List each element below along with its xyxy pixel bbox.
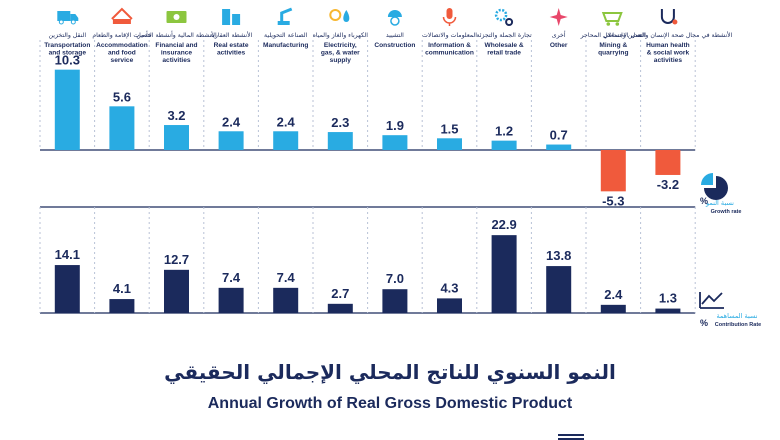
growth-bar[interactable] xyxy=(491,140,517,150)
contribution-bar[interactable] xyxy=(491,235,517,313)
pie-chart-icon xyxy=(704,176,728,200)
category-label: Wholesale & retail trade xyxy=(484,42,523,57)
growth-bar[interactable] xyxy=(600,150,626,192)
category-label: Electricity, gas, & water supply xyxy=(321,42,360,64)
category-label-arabic: الأنشطة العقارية xyxy=(210,31,253,39)
gears-icon xyxy=(494,8,514,26)
category-label: Financial and insurance activities xyxy=(155,42,197,64)
growth-bar[interactable] xyxy=(218,131,244,150)
legend-growth-unit: % xyxy=(700,196,708,206)
contribution-value-label: 2.7 xyxy=(331,286,349,301)
hotel-icon xyxy=(111,7,133,24)
growth-bar[interactable] xyxy=(109,106,135,150)
contribution-value-label: 12.7 xyxy=(164,252,189,267)
category-label-arabic: التشييد xyxy=(386,32,404,39)
contribution-value-label: 22.9 xyxy=(491,217,516,232)
category-label-arabic: المعلومات والاتصالات xyxy=(422,32,477,39)
category-label: Accommodation and food service xyxy=(96,42,148,64)
legend-growth-label: Growth rate xyxy=(711,209,742,215)
contribution-bar[interactable] xyxy=(382,289,408,313)
pie-chart-slice xyxy=(701,173,713,185)
growth-value-label: 2.4 xyxy=(277,114,296,129)
contribution-value-label: 7.4 xyxy=(277,270,296,285)
chart-title: Annual Growth of Real Gross Domestic Pro… xyxy=(207,395,573,412)
star-icon xyxy=(549,8,568,26)
title-underline-decoration xyxy=(558,434,584,440)
growth-bar[interactable] xyxy=(382,135,408,150)
category-label-arabic: الكهرباء والغاز والمياه xyxy=(313,32,369,39)
robot-arm-icon xyxy=(277,7,293,25)
contribution-bar[interactable] xyxy=(218,287,244,313)
category-label-arabic: أخرى xyxy=(552,30,566,39)
stethoscope-icon xyxy=(660,9,678,25)
growth-value-label: 3.2 xyxy=(167,108,185,123)
microphone-icon xyxy=(442,8,457,26)
contribution-bar[interactable] xyxy=(600,304,626,313)
growth-value-label: 1.2 xyxy=(495,124,513,139)
growth-bar[interactable] xyxy=(54,69,80,150)
category-label-arabic: الصناعة التحويلية xyxy=(264,32,308,39)
bulb-drop-icon xyxy=(329,9,350,22)
category-label: Construction xyxy=(374,42,415,49)
growth-value-label: 5.6 xyxy=(113,89,131,104)
category-label-arabic: التعدين واستغلال المحاجر xyxy=(580,32,647,39)
contribution-value-label: 7.4 xyxy=(222,270,241,285)
legend-contribution-label-arabic: نسبة المساهمة xyxy=(716,312,757,320)
growth-bar[interactable] xyxy=(164,125,189,150)
contribution-bar[interactable] xyxy=(546,266,572,313)
growth-bar[interactable] xyxy=(327,132,353,150)
growth-value-label: -5.3 xyxy=(602,193,624,208)
contribution-value-label: 7.0 xyxy=(386,271,404,286)
money-icon xyxy=(166,11,187,23)
growth-value-label: 2.3 xyxy=(331,115,349,130)
cart-icon xyxy=(601,12,623,26)
category-label-arabic: النقل والتخزين xyxy=(49,32,87,39)
contribution-value-label: 14.1 xyxy=(55,247,80,262)
contribution-bar[interactable] xyxy=(109,299,135,313)
category-label-arabic: تجارة الجملة والتجزئة xyxy=(476,32,531,39)
contribution-value-label: 2.4 xyxy=(604,287,623,302)
category-label: Transportation and storage xyxy=(44,42,90,57)
growth-value-label: 10.3 xyxy=(55,53,80,68)
truck-icon xyxy=(57,11,79,25)
contribution-bar[interactable] xyxy=(273,287,299,313)
line-chart-icon xyxy=(699,292,724,309)
contribution-value-label: 4.1 xyxy=(113,281,131,296)
category-label: Manufacturing xyxy=(263,42,308,49)
contribution-value-label: 13.8 xyxy=(546,248,571,263)
growth-value-label: 1.5 xyxy=(440,121,458,136)
legend-contribution-label: Contribution Rate xyxy=(715,322,761,328)
contribution-value-label: 1.3 xyxy=(659,291,677,306)
buildings-icon xyxy=(222,9,241,25)
contribution-bar[interactable] xyxy=(655,308,681,313)
category-label: Real estate activities xyxy=(214,42,249,57)
category-label-arabic: الأنشطة المالية وأنشطة التأمين xyxy=(136,30,217,39)
legend-growth-label-arabic: نسبة النمو xyxy=(705,199,734,207)
contribution-bar[interactable] xyxy=(327,303,353,313)
category-label: Mining & quarrying xyxy=(598,42,628,57)
growth-value-label: 2.4 xyxy=(222,114,241,129)
growth-bar[interactable] xyxy=(273,131,299,150)
category-label: Human health & social work activities xyxy=(646,42,690,64)
growth-value-label: 1.9 xyxy=(386,118,404,133)
growth-bar[interactable] xyxy=(546,144,572,150)
category-label-arabic: خدمات الإقامة والطعام xyxy=(92,32,151,39)
worker-icon xyxy=(387,10,402,26)
chart-title-arabic: النمو السنوي للناتج المحلي الإجمالي الحق… xyxy=(164,360,616,384)
contribution-bar[interactable] xyxy=(54,265,80,313)
category-label: Information & communication xyxy=(425,42,474,57)
category-label-arabic: الأنشطة في مجال صحة الإنسان والعمل الاجت… xyxy=(603,31,732,39)
growth-bar[interactable] xyxy=(437,138,462,150)
growth-bar[interactable] xyxy=(655,150,681,175)
legend-contribution-unit: % xyxy=(700,318,708,328)
category-label: Other xyxy=(550,42,568,49)
contribution-bar[interactable] xyxy=(437,298,462,313)
contribution-value-label: 4.3 xyxy=(440,280,458,295)
growth-value-label: 0.7 xyxy=(550,128,568,143)
growth-value-label: -3.2 xyxy=(657,177,679,192)
contribution-bar[interactable] xyxy=(164,269,189,313)
